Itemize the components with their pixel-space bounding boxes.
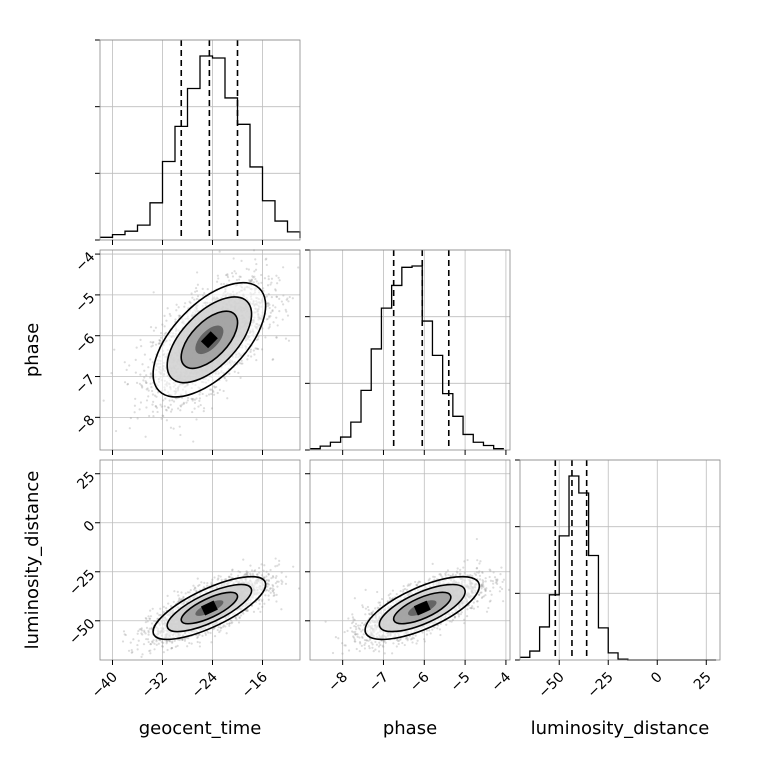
y-tick-label: −25 [66, 567, 98, 599]
x-tick-label: −4 [488, 669, 514, 695]
hist-bar [138, 225, 151, 240]
x-axis-label-phase: phase [383, 718, 437, 739]
x-tick-label: −40 [89, 669, 121, 701]
hist-bar [288, 232, 301, 240]
y-tick-label: −5 [72, 290, 98, 316]
hist-bar [361, 390, 371, 450]
joint-geocent_time-luminosity_distance [100, 460, 301, 660]
contour-line [166, 296, 253, 384]
hist-bar [540, 627, 550, 660]
histogram-luminosity_distance-frame [519, 459, 721, 661]
y-axis-label-phase: phase [22, 323, 43, 377]
x-tick-label: −24 [189, 669, 221, 701]
hist-bar [381, 308, 391, 450]
x-tick-label: 0 [648, 669, 666, 687]
hist-bar [238, 124, 251, 240]
x-tick-label: −50 [535, 669, 567, 701]
x-tick-label: 25 [691, 669, 715, 693]
histogram-luminosity_distance [515, 459, 720, 661]
hist-outline [100, 55, 301, 238]
y-tick-label: −4 [72, 249, 98, 275]
hist-bar [150, 203, 163, 240]
hist-bar [463, 434, 473, 450]
hist-bar [275, 221, 288, 240]
histogram-geocent_time [95, 39, 301, 241]
density-peak [200, 600, 218, 616]
contour-line [166, 583, 253, 633]
hist-bar [330, 442, 340, 450]
joint-geocent_time-phase [100, 249, 300, 450]
histogram-phase-frame [309, 249, 511, 451]
hist-bar [351, 422, 361, 450]
density-peak [200, 331, 218, 349]
hist-bar [250, 167, 263, 240]
hist-bar [113, 235, 126, 240]
y-tick-label: 25 [74, 469, 98, 493]
joint-phase-luminosity_distance [310, 460, 511, 660]
contour-line [152, 281, 267, 398]
y-tick-label: 0 [81, 518, 99, 536]
x-tick-label: −25 [585, 669, 617, 701]
hist-bar [125, 231, 138, 240]
x-axis-label-geocent_time: geocent_time [139, 718, 262, 739]
hist-bar [453, 416, 463, 450]
hist-bar [200, 56, 213, 240]
contour-line [392, 591, 452, 625]
hist-bar [412, 266, 422, 450]
contour-line [152, 575, 267, 641]
hist-bar [559, 536, 569, 660]
hist-bar [483, 445, 493, 450]
hist-bar [589, 555, 599, 660]
hist-bar [432, 355, 442, 450]
hist-bar [422, 321, 432, 450]
x-tick-label: −5 [448, 669, 474, 695]
histogram-phase [305, 249, 510, 451]
x-tick-label: −6 [407, 669, 433, 695]
x-axis-label-luminosity_distance: luminosity_distance [531, 718, 710, 739]
contour-line [378, 583, 466, 633]
hist-bar [371, 349, 381, 450]
contour-line [364, 575, 481, 641]
hist-bar [225, 98, 238, 240]
hist-bar [608, 653, 618, 660]
hist-bar [569, 476, 579, 660]
y-axis-label-luminosity_distance: luminosity_distance [22, 471, 43, 650]
hist-bar [549, 595, 559, 660]
hist-bar [473, 442, 483, 450]
hist-bar [163, 162, 176, 240]
y-tick-label: −6 [72, 331, 98, 357]
contour-line [180, 310, 239, 370]
histogram-geocent_time-frame [99, 39, 301, 241]
hist-bar [530, 651, 540, 660]
hist-bar [598, 628, 608, 660]
joint-phase-luminosity_distance-frame [309, 459, 511, 661]
hist-bar [341, 437, 351, 450]
y-tick-label: −8 [72, 412, 98, 438]
hist-outline [310, 265, 504, 450]
hist-bar [443, 394, 453, 450]
contour-line [180, 591, 239, 625]
x-tick-label: −16 [239, 669, 271, 701]
x-tick-label: −32 [139, 669, 171, 701]
hist-bar [213, 58, 226, 240]
y-tick-label: −7 [72, 372, 98, 398]
joint-geocent_time-luminosity_distance-frame [99, 459, 301, 661]
joint-geocent_time-phase-frame [99, 249, 301, 451]
hist-bar [263, 201, 276, 240]
hist-bar [188, 88, 201, 240]
x-tick-label: −7 [366, 669, 392, 695]
y-tick-label: −50 [66, 616, 98, 648]
x-tick-label: −8 [325, 669, 351, 695]
density-peak [413, 600, 431, 616]
hist-bar [402, 267, 412, 450]
